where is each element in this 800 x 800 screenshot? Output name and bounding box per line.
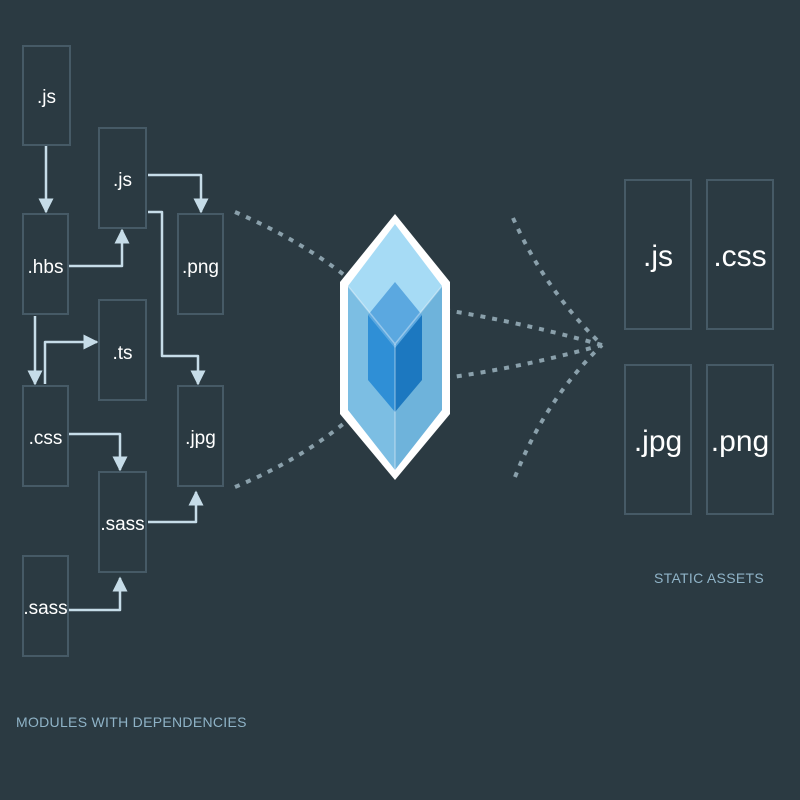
module-sass-mid-label: .sass (100, 514, 144, 535)
module-jpg-label: .jpg (185, 428, 216, 449)
asset-jpg: .jpg (624, 364, 692, 515)
module-sass-bottom: .sass (22, 555, 69, 657)
module-js-mid-label: .js (113, 170, 132, 191)
module-sass-mid: .sass (98, 471, 147, 573)
dotted-line-out-upper (444, 308, 603, 347)
edge-js-to-png (148, 173, 209, 214)
modules-caption: MODULES WITH DEPENDENCIES (16, 714, 247, 730)
edge-sass-to-sass (68, 576, 128, 612)
asset-css: .css (706, 179, 774, 330)
static-assets: .js .css .jpg .png (624, 179, 774, 515)
asset-jpg-label: .jpg (634, 425, 682, 458)
dotted-line-in-lower (234, 418, 350, 489)
assets-caption: STATIC ASSETS (654, 570, 764, 586)
module-png: .png (177, 213, 224, 315)
edge-sass-to-jpg (148, 490, 204, 524)
module-css-label: .css (29, 428, 63, 449)
module-sass-bottom-label: .sass (23, 598, 67, 619)
edge-hbs-to-js (68, 228, 130, 268)
asset-png: .png (706, 364, 774, 515)
asset-png-label: .png (711, 425, 769, 458)
dotted-line-in-upper (234, 210, 350, 280)
module-ts: .ts (98, 299, 147, 401)
asset-js-label: .js (643, 240, 673, 273)
dependency-edges (27, 145, 209, 612)
modules: .js .js .hbs .png .ts .css .jpg .sass (22, 45, 224, 657)
module-js-mid: .js (98, 127, 147, 229)
asset-js: .js (624, 179, 692, 330)
asset-css-label: .css (713, 240, 766, 273)
dotted-line-fan-top (511, 217, 604, 347)
module-css: .css (22, 385, 69, 487)
edge-css-to-sass (68, 432, 128, 472)
module-js-top-label: .js (37, 87, 56, 108)
module-ts-label: .ts (112, 343, 132, 364)
edge-js-to-jpg (148, 210, 206, 386)
module-jpg: .jpg (177, 385, 224, 487)
module-hbs: .hbs (22, 213, 69, 315)
module-hbs-label: .hbs (28, 257, 64, 278)
edge-css-to-ts (43, 334, 99, 384)
module-js-top: .js (22, 45, 71, 146)
flow-dotted-lines (234, 210, 604, 489)
webpack-cube-icon (340, 214, 450, 480)
module-png-label: .png (182, 257, 219, 278)
